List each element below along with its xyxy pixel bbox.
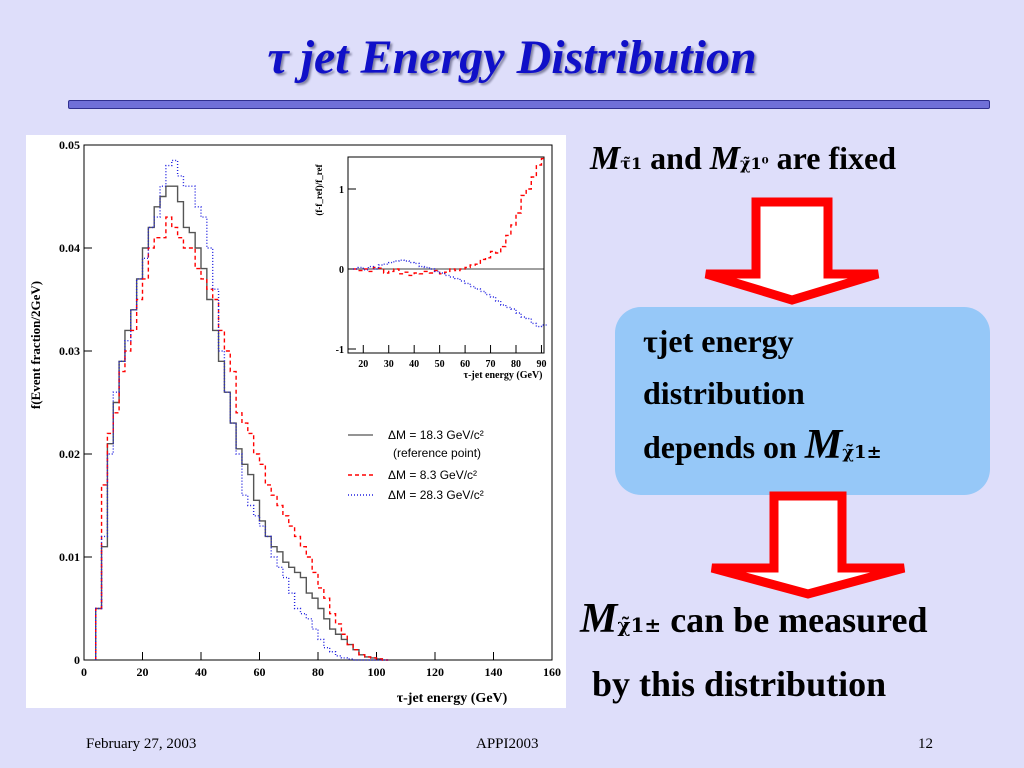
fixed-masses-statement: Mτ̃1 and Mχ̃1⁰ are fixed	[590, 140, 896, 178]
main-series-group	[95, 159, 389, 661]
conclusion-line-1: Mχ̃1± can be measured	[580, 596, 928, 642]
legend: ΔM = 18.3 GeV/c² (reference point) ΔM = …	[348, 428, 484, 502]
footer-date: February 27, 2003	[86, 736, 197, 752]
chargino-mass-symbol-2: M	[580, 596, 618, 642]
stau-subscript: τ̃1	[620, 154, 643, 173]
inset-plot-frame: 20 30 40 50 60 70 80 90 -1 0 1	[336, 156, 546, 370]
main-y-tick-label: 0	[74, 653, 80, 667]
chargino-subscript-2: χ̃1±	[617, 613, 662, 637]
footer-conference: APPI2003	[476, 736, 539, 752]
main-x-tick-label: 20	[137, 665, 149, 679]
main-x-tick-label: 40	[195, 665, 207, 679]
inset-x-tick-label: 90	[536, 359, 546, 370]
callout-line-2: distribution	[643, 375, 805, 411]
main-y-tick-label: 0.03	[59, 344, 80, 358]
main-series-0	[95, 185, 389, 661]
inset-x-tick-label: 70	[486, 359, 496, 370]
neutralino-mass-symbol: M	[709, 140, 740, 177]
inset-x-axis-label: τ-jet energy (GeV)	[463, 370, 542, 381]
inset-y-tick-label: 1	[339, 185, 344, 196]
main-x-tick-label: 80	[312, 665, 324, 679]
slide-title: τ jet Energy Distribution	[267, 31, 757, 84]
chargino-mass-symbol: M	[804, 422, 843, 468]
main-x-tick-label: 120	[426, 665, 444, 679]
legend-label-ref: ΔM = 18.3 GeV/c²	[388, 428, 484, 442]
chargino-subscript: χ̃1±	[842, 442, 882, 463]
main-y-tick-label: 0.01	[59, 550, 80, 564]
conclusion-line-2: by this distribution	[592, 664, 887, 704]
inset-axes-box	[347, 156, 545, 354]
main-y-axis-label: f(Event fraction/2GeV)	[28, 281, 43, 409]
main-x-tick-label: 0	[81, 665, 87, 679]
down-arrow-icon	[704, 197, 880, 305]
stau-mass-symbol: M	[590, 140, 621, 177]
callout-line-3: depends on Mχ̃1±	[643, 422, 882, 468]
dependency-callout: τjet energy distribution depends on Mχ̃1…	[615, 307, 990, 495]
plot-panel: 0 20 40 60 80 100 120 140 160 0 0.01 0.02 0.03 0.04 0.…	[26, 135, 566, 708]
inset-series-0	[353, 157, 547, 277]
main-x-tick-label: 140	[485, 665, 503, 679]
footer-page-number: 12	[918, 736, 933, 752]
legend-label-28: ΔM = 28.3 GeV/c²	[388, 488, 484, 502]
inset-y-axis-label: (f-f_ref)/f_ref	[314, 163, 324, 215]
and-word: and	[650, 140, 702, 176]
inset-y-tick-label: -1	[336, 345, 344, 356]
inset-y-tick-label: 0	[339, 265, 344, 276]
inset-x-tick-label: 30	[384, 359, 394, 370]
inset-x-tick-label: 20	[358, 359, 368, 370]
main-x-tick-label: 60	[254, 665, 266, 679]
inset-x-tick-label: 80	[511, 359, 521, 370]
neutralino-subscript: χ̃1⁰	[739, 154, 769, 173]
main-y-tick-label: 0.02	[59, 447, 80, 461]
main-series-1	[95, 216, 389, 661]
inset-x-tick-label: 50	[435, 359, 445, 370]
main-series-2	[95, 159, 389, 661]
inset-series-group	[353, 157, 547, 328]
main-plot-frame: 0 20 40 60 80 100 120 140 16000.010.020.030.040.…	[59, 138, 561, 679]
legend-label-ref-note: (reference point)	[393, 446, 481, 460]
title-underline	[68, 100, 990, 109]
legend-label-8: ΔM = 8.3 GeV/c²	[388, 468, 477, 482]
main-histogram: 0 20 40 60 80 100 120 140 16000.010.020.030.040.…	[28, 138, 561, 706]
main-x-tick-label: 100	[368, 665, 386, 679]
main-x-axis-label: τ-jet energy (GeV)	[397, 691, 508, 706]
main-y-tick-label: 0.05	[59, 138, 80, 152]
main-x-tick-label: 160	[543, 665, 561, 679]
are-fixed-text: are fixed	[776, 140, 897, 176]
callout-line-1: τjet energy	[643, 323, 794, 359]
down-arrow-icon-2	[710, 491, 906, 599]
inset-x-tick-label: 40	[409, 359, 419, 370]
inset-x-tick-label: 60	[460, 359, 470, 370]
main-y-tick-label: 0.04	[59, 241, 80, 255]
